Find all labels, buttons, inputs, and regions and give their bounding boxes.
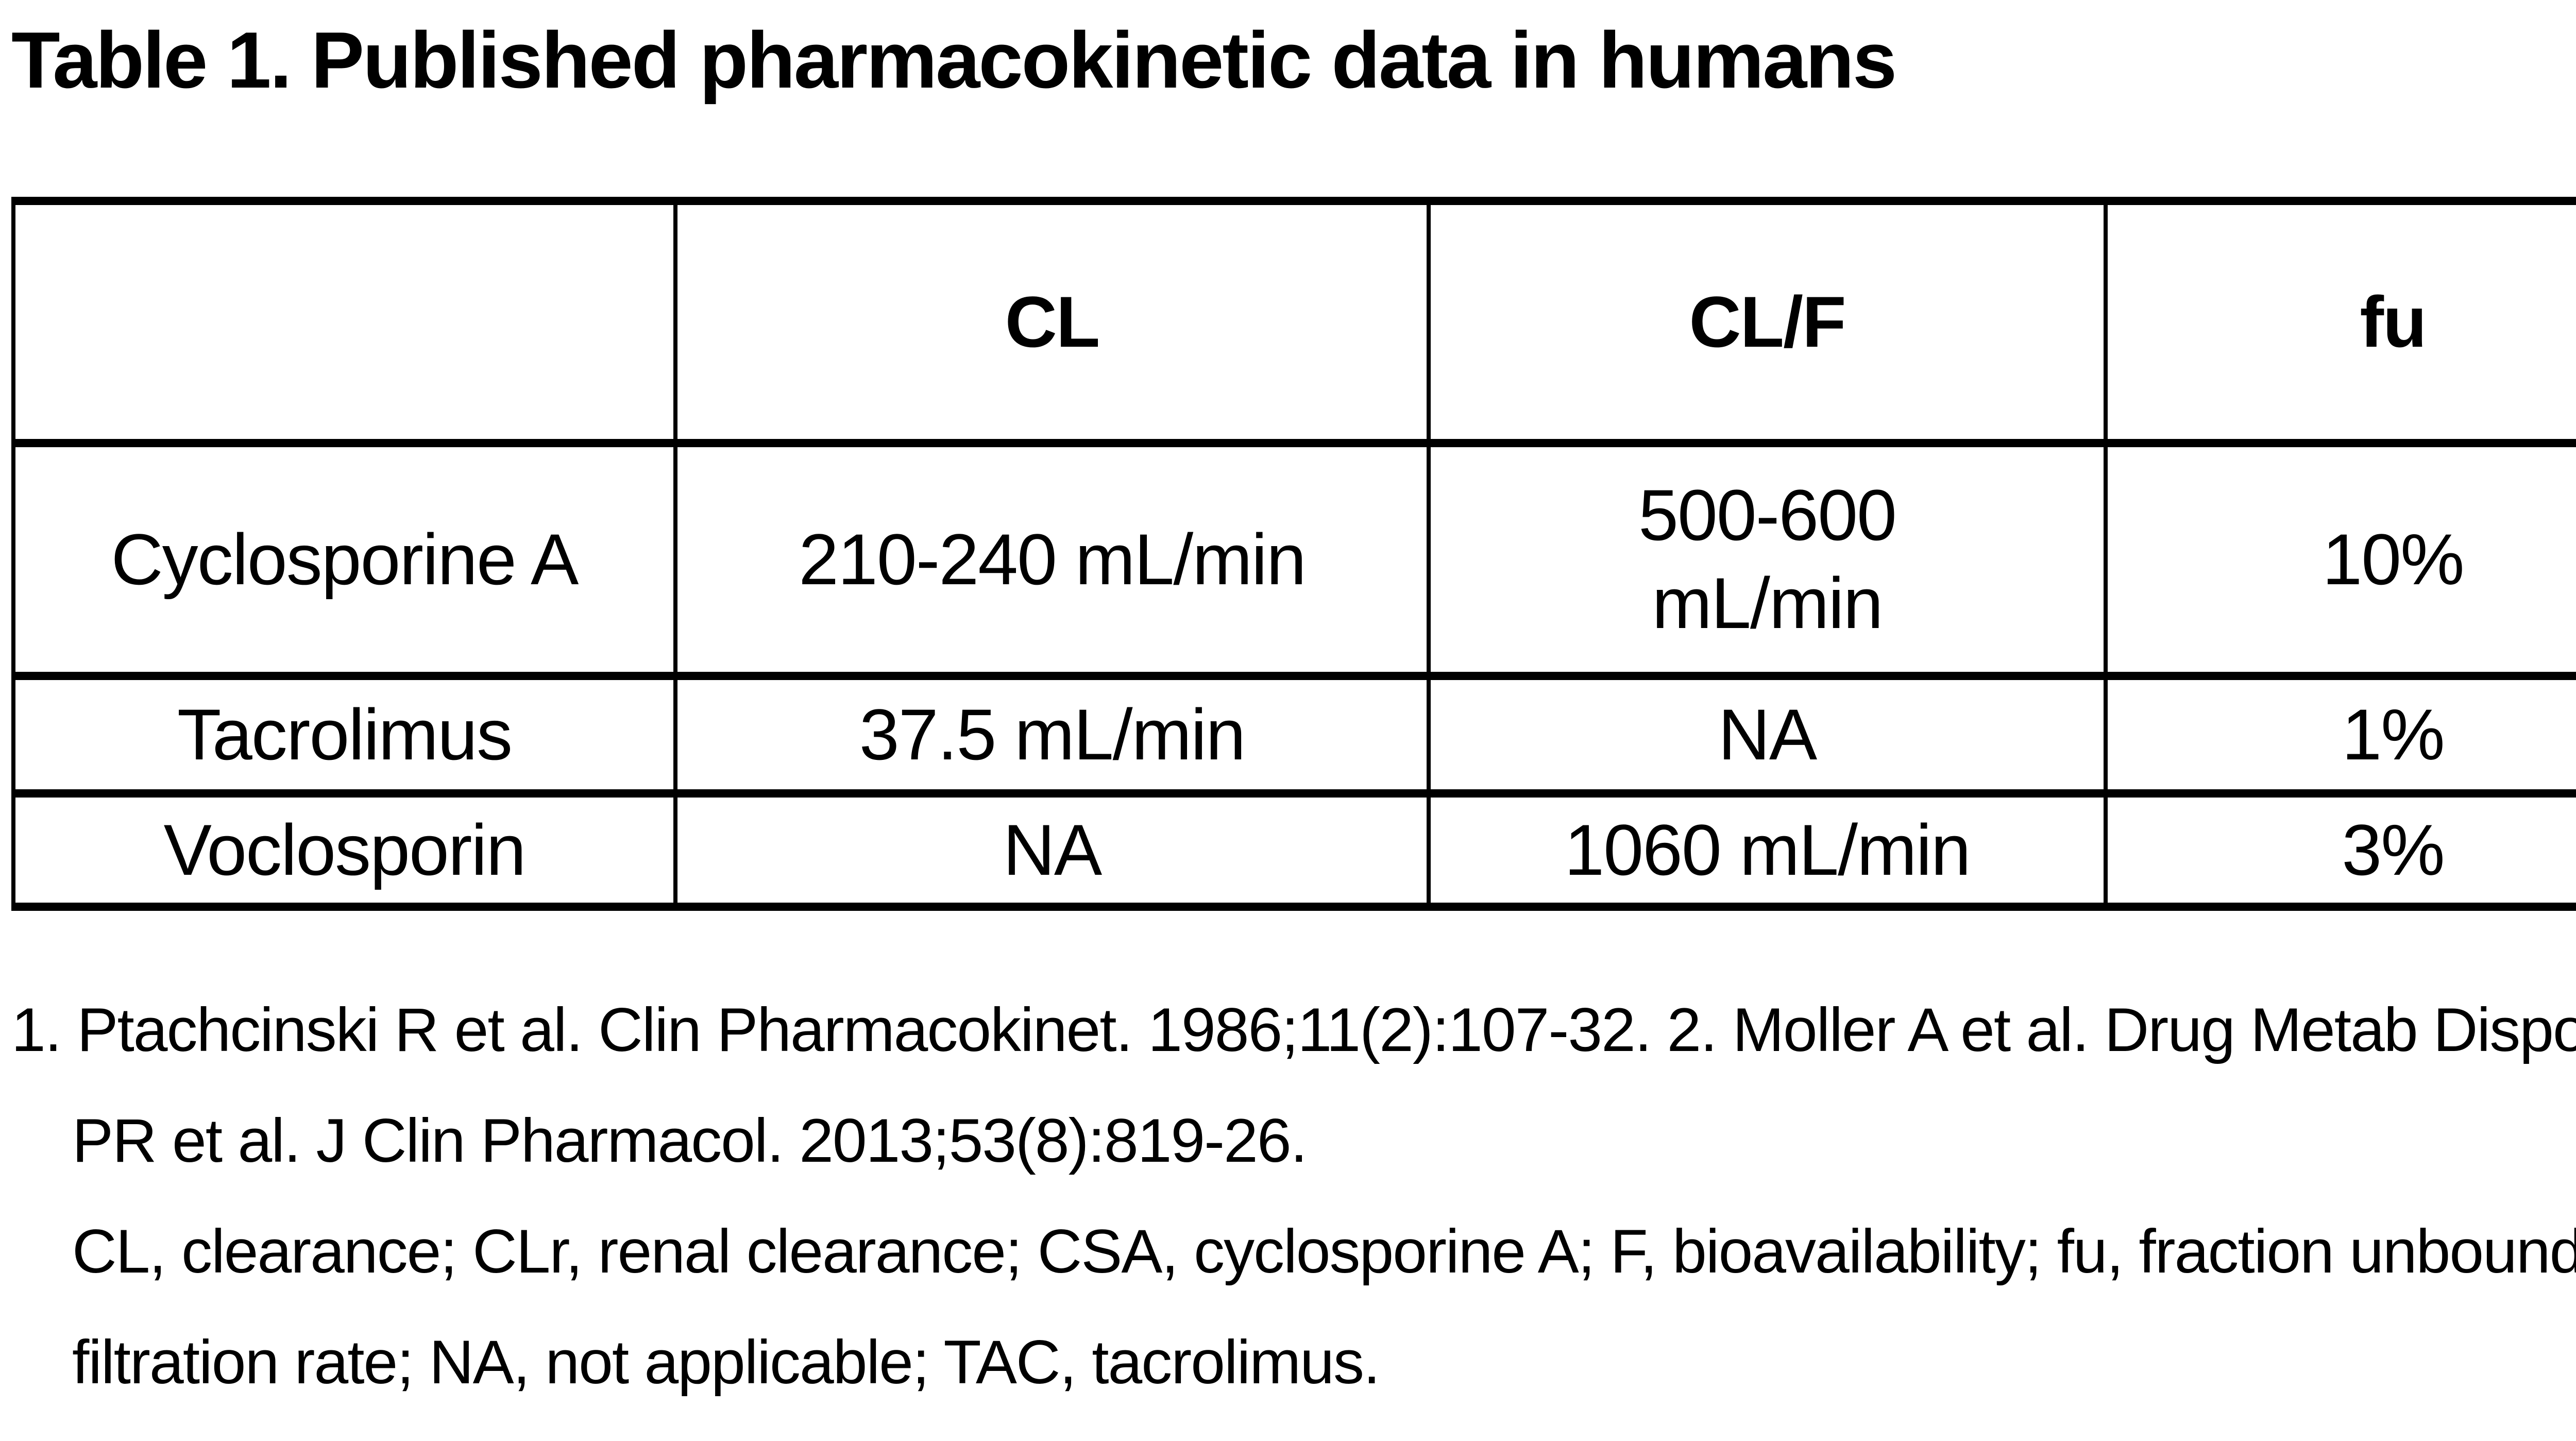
- footnote-references-line-2: PR et al. J Clin Pharmacol. 2013;53(8):8…: [72, 1106, 1308, 1175]
- footnote-abbreviations-line-2: filtration rate; NA, not applicable; TAC…: [72, 1328, 1380, 1397]
- header-cell-blank: [11, 197, 677, 447]
- cell-clf-value: NA: [1427, 672, 2108, 798]
- cell-fu-value: 3%: [2104, 789, 2576, 911]
- cell-drug-name: Voclosporin: [11, 789, 677, 911]
- cell-fu-value: 1%: [2104, 672, 2576, 798]
- table-header: CL CL/F fu Expected CLr (GFR*fu) CLr: [11, 197, 2576, 447]
- pk-table: CL CL/F fu Expected CLr (GFR*fu) CLr Cyc…: [11, 197, 2576, 911]
- header-cell-clf: CL/F: [1427, 197, 2108, 447]
- cell-clf-value: 500-600 mL/min: [1427, 439, 2108, 680]
- table-row-tacrolimus: Tacrolimus 37.5 mL/min NA 1% 1.25 mL/min…: [11, 672, 2576, 798]
- table-row-voclosporin: Voclosporin NA 1060 mL/min 3% 3.75 mL/mi…: [11, 789, 2576, 911]
- cell-cl-value: 210-240 mL/min: [673, 439, 1431, 680]
- page-title: Table 1. Published pharmacokinetic data …: [11, 15, 1897, 105]
- cell-clf-value: 1060 mL/min: [1427, 789, 2108, 911]
- header-row: CL CL/F fu Expected CLr (GFR*fu) CLr: [11, 197, 2576, 447]
- footnotes: 1. Ptachcinski R et al. Clin Pharmacokin…: [11, 975, 2576, 1418]
- header-cell-fu: fu: [2104, 197, 2576, 447]
- cell-cl-value: NA: [673, 789, 1431, 911]
- table-row-cyclosporine-a: Cyclosporine A 210-240 mL/min 500-600 mL…: [11, 439, 2576, 680]
- header-cell-cl: CL: [673, 197, 1431, 447]
- footnote-references-line-1: 1. Ptachcinski R et al. Clin Pharmacokin…: [11, 995, 2576, 1064]
- cell-drug-name: Cyclosporine A: [11, 439, 677, 680]
- cell-fu-value: 10%: [2104, 439, 2576, 680]
- cell-drug-name: Tacrolimus: [11, 672, 677, 798]
- cell-cl-value: 37.5 mL/min: [673, 672, 1431, 798]
- table-body: Cyclosporine A 210-240 mL/min 500-600 mL…: [11, 439, 2576, 911]
- footnote-abbreviations-line-1: CL, clearance; CLr, renal clearance; CSA…: [72, 1217, 2576, 1286]
